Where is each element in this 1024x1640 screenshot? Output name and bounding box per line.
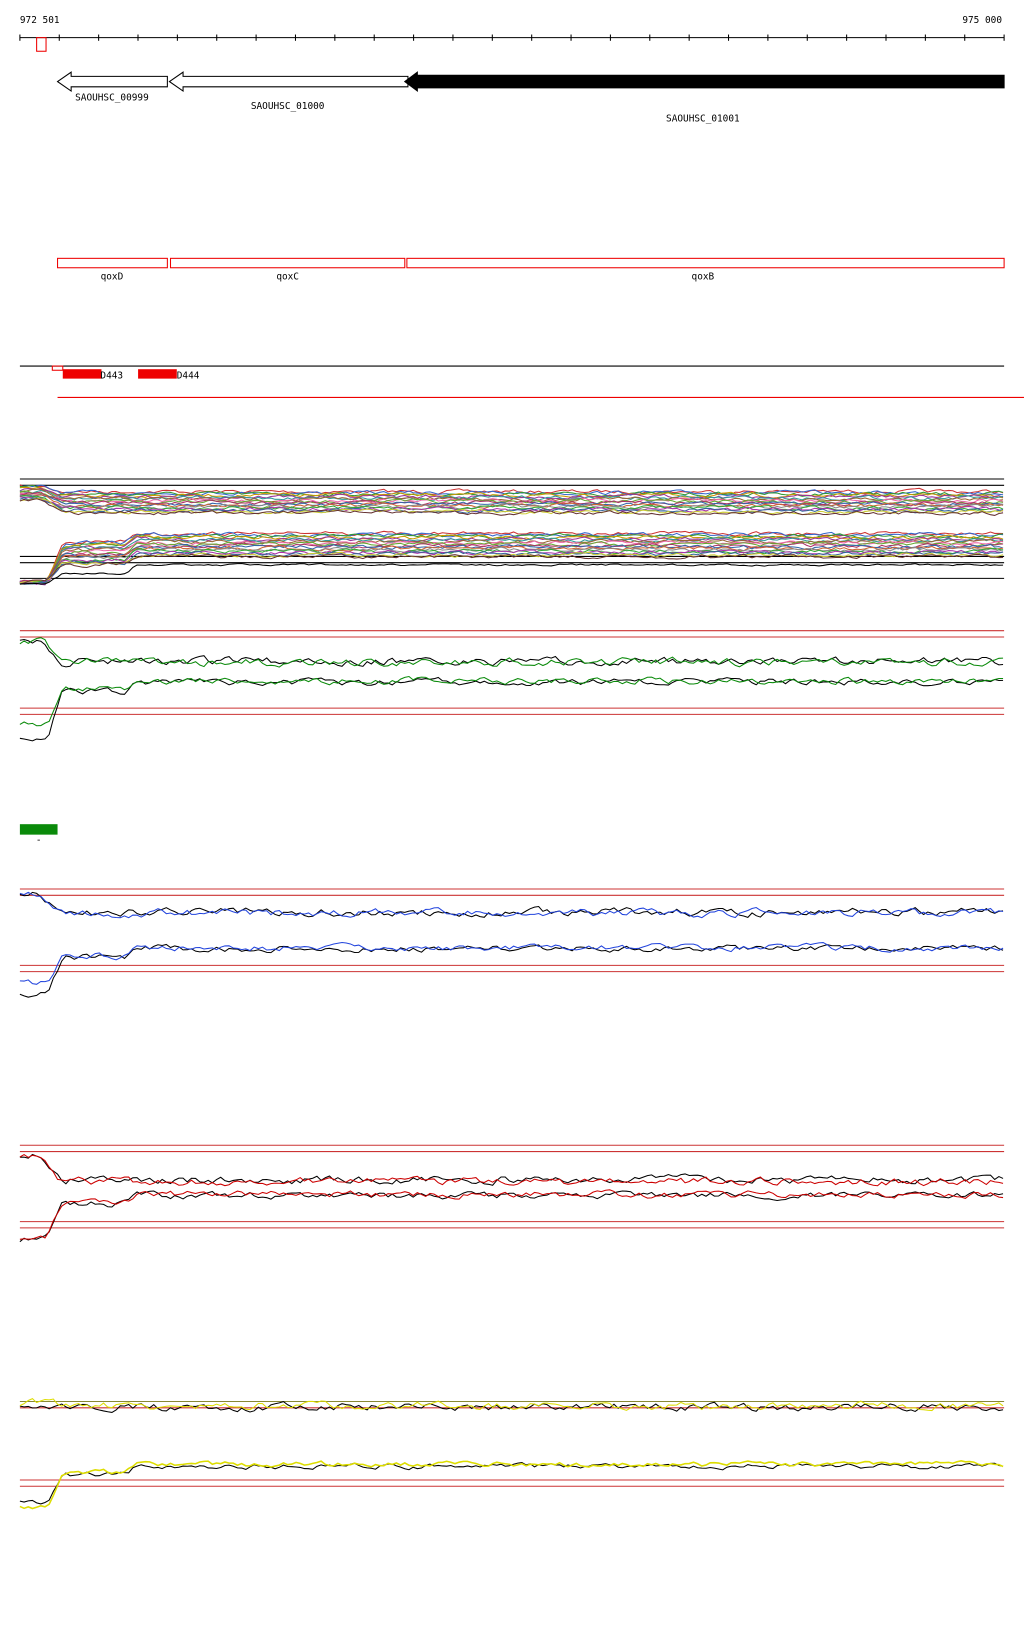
gene-arrow xyxy=(403,71,1005,93)
signal-line xyxy=(19,1189,1004,1240)
probe-box xyxy=(51,365,64,371)
gene-arrow xyxy=(56,71,168,92)
gene-label: SAOUHSC_00999 xyxy=(75,92,149,103)
feature-box xyxy=(169,257,406,269)
signal-line xyxy=(19,544,1004,584)
signal-line xyxy=(19,1460,1004,1510)
signal-line xyxy=(19,1190,1004,1243)
signal-line xyxy=(19,496,1004,514)
probe-box xyxy=(138,369,177,379)
signal-line xyxy=(19,497,1004,516)
signal-line xyxy=(19,491,1004,507)
signal-line xyxy=(19,943,1004,998)
gene-label: SAOUHSC_01000 xyxy=(251,101,325,112)
signal-line xyxy=(19,531,1004,585)
marker-box xyxy=(19,824,58,835)
gene-arrow xyxy=(168,71,409,92)
gene-label: SAOUHSC_01001 xyxy=(666,113,740,124)
signal-line xyxy=(19,941,1004,985)
signal-line xyxy=(19,488,1004,503)
probe-label: D444 xyxy=(177,371,200,382)
signal-line xyxy=(19,535,1004,586)
signal-line xyxy=(19,675,1004,727)
ruler-ticks xyxy=(19,34,1005,41)
feature-box xyxy=(406,257,1005,269)
ruler-start: 972 501 xyxy=(20,15,60,26)
signal-line xyxy=(19,530,1004,584)
feature-label: qoxD xyxy=(101,271,124,282)
signal-line xyxy=(19,637,1004,668)
signal-line xyxy=(19,1153,1004,1187)
signal-line xyxy=(19,638,1004,668)
signal-line xyxy=(19,553,1004,585)
tracks xyxy=(19,478,1005,1510)
feature-box xyxy=(57,257,168,269)
signal-line xyxy=(19,486,1004,499)
signal-line xyxy=(19,1397,1004,1412)
signal-line xyxy=(19,891,1004,919)
signal-line xyxy=(19,1461,1004,1505)
signal-line xyxy=(19,494,1004,511)
feature-label: qoxB xyxy=(692,271,715,282)
signal-line xyxy=(19,543,1004,584)
probe-label: D443 xyxy=(100,371,123,382)
signal-line xyxy=(19,676,1004,742)
signal-line xyxy=(19,1153,1004,1186)
feature-label: qoxC xyxy=(276,271,299,282)
signal-line xyxy=(19,484,1004,496)
signal-line xyxy=(19,542,1004,583)
marker-label: - xyxy=(36,835,42,846)
signal-line xyxy=(19,498,1004,516)
ruler-end: 975 000 xyxy=(962,15,1002,26)
cursor-mark xyxy=(36,37,47,52)
signal-line xyxy=(19,1401,1004,1413)
signal-line xyxy=(19,563,1004,585)
probe-box xyxy=(62,369,102,379)
